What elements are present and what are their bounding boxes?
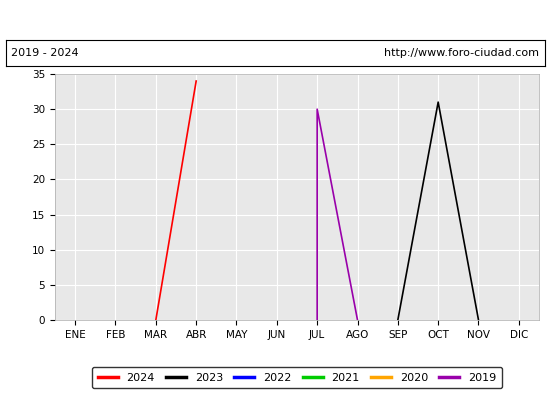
Text: Evolucion Nº Turistas Extranjeros en el municipio de Galve de Sorbe: Evolucion Nº Turistas Extranjeros en el … <box>19 16 531 30</box>
Text: http://www.foro-ciudad.com: http://www.foro-ciudad.com <box>384 48 539 58</box>
Legend: 2024, 2023, 2022, 2021, 2020, 2019: 2024, 2023, 2022, 2021, 2020, 2019 <box>92 367 502 388</box>
Text: 2019 - 2024: 2019 - 2024 <box>11 48 79 58</box>
